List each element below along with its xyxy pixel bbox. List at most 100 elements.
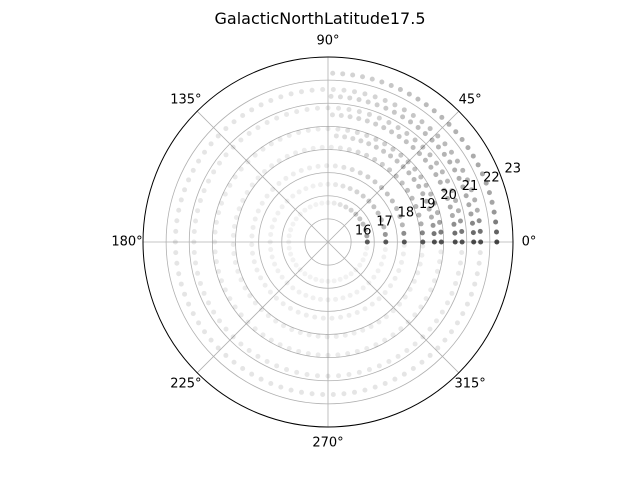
radius-tick-label: 20 bbox=[440, 188, 457, 203]
scatter-point bbox=[310, 295, 316, 301]
scatter-point bbox=[398, 326, 404, 332]
scatter-point bbox=[418, 221, 424, 227]
scatter-point bbox=[264, 119, 270, 125]
scatter-point bbox=[362, 306, 368, 312]
scatter-point bbox=[346, 312, 352, 318]
scatter-point bbox=[460, 167, 466, 173]
radius-tick-label: 23 bbox=[504, 161, 521, 176]
scatter-point bbox=[364, 233, 370, 239]
scatter-point bbox=[468, 187, 474, 193]
scatter-point bbox=[277, 136, 283, 142]
scatter-point bbox=[296, 348, 302, 354]
scatter-point bbox=[268, 231, 274, 237]
scatter-point bbox=[486, 190, 492, 196]
scatter-point bbox=[434, 160, 440, 166]
scatter-point bbox=[293, 216, 299, 222]
scatter-point bbox=[284, 198, 290, 204]
scatter-point bbox=[216, 318, 222, 324]
scatter-point bbox=[297, 211, 303, 217]
scatter-point bbox=[245, 159, 251, 165]
scatter-point bbox=[222, 287, 228, 293]
scatter-point bbox=[442, 337, 448, 343]
scatter-point bbox=[223, 126, 229, 132]
scatter-point bbox=[333, 133, 339, 139]
scatter-point bbox=[469, 220, 475, 226]
scatter-point bbox=[372, 179, 378, 185]
scatter-point bbox=[277, 342, 283, 348]
scatter-point bbox=[453, 280, 459, 286]
scatter-point bbox=[258, 275, 264, 281]
scatter-point bbox=[419, 230, 425, 236]
scatter-point bbox=[232, 174, 238, 180]
scatter-point bbox=[186, 301, 192, 307]
scatter-point bbox=[320, 392, 326, 398]
scatter-point bbox=[378, 217, 384, 223]
scatter-point bbox=[404, 348, 410, 354]
scatter-point bbox=[250, 250, 256, 256]
scatter-point bbox=[455, 208, 461, 214]
scatter-point bbox=[249, 182, 255, 188]
scatter-point bbox=[362, 387, 368, 393]
scatter-point bbox=[337, 145, 343, 151]
scatter-point bbox=[427, 152, 433, 158]
scatter-point bbox=[382, 231, 388, 237]
scatter-point bbox=[374, 102, 380, 108]
grid-spoke-135 bbox=[196, 110, 329, 243]
scatter-point bbox=[348, 207, 354, 213]
scatter-point bbox=[274, 115, 280, 121]
scatter-point bbox=[428, 214, 434, 220]
scatter-point bbox=[375, 268, 381, 274]
scatter-point bbox=[412, 341, 418, 347]
scatter-point bbox=[317, 182, 323, 188]
scatter-point bbox=[301, 147, 307, 153]
scatter-point bbox=[355, 149, 361, 155]
scatter-point bbox=[410, 366, 416, 372]
scatter-point bbox=[410, 144, 416, 150]
scatter-point bbox=[354, 289, 360, 295]
scatter-point bbox=[474, 207, 480, 213]
scatter-point bbox=[415, 270, 421, 276]
scatter-point bbox=[280, 301, 286, 307]
grid-spoke-225 bbox=[196, 241, 329, 374]
scatter-point bbox=[294, 109, 300, 115]
scatter-point bbox=[240, 366, 246, 372]
polar-frame bbox=[142, 56, 514, 428]
scatter-point bbox=[249, 107, 255, 113]
scatter-point bbox=[302, 271, 308, 277]
scatter-point bbox=[290, 171, 296, 177]
scatter-point bbox=[454, 320, 460, 326]
scatter-point bbox=[398, 152, 404, 158]
scatter-point bbox=[362, 251, 368, 257]
scatter-point bbox=[360, 285, 366, 291]
scatter-point bbox=[191, 228, 197, 234]
scatter-point bbox=[215, 133, 221, 139]
scatter-point bbox=[423, 296, 429, 302]
scatter-point bbox=[460, 311, 466, 317]
scatter-point bbox=[260, 146, 266, 152]
scatter-point bbox=[394, 206, 400, 212]
scatter-point bbox=[302, 207, 308, 213]
scatter-point bbox=[262, 169, 268, 175]
scatter-point bbox=[305, 351, 311, 357]
scatter-point bbox=[208, 337, 214, 343]
scatter-point bbox=[333, 333, 339, 339]
scatter-point bbox=[438, 229, 444, 235]
scatter-point bbox=[459, 250, 465, 256]
scatter-point bbox=[427, 326, 433, 332]
scatter-point bbox=[453, 198, 459, 204]
scatter-point bbox=[278, 384, 284, 390]
scatter-point bbox=[386, 359, 392, 365]
scatter-point bbox=[352, 89, 358, 95]
scatter-point bbox=[307, 274, 313, 280]
scatter-point bbox=[472, 197, 478, 203]
chart-title: GalacticNorthLatitude17.5 bbox=[215, 9, 426, 28]
scatter-point bbox=[240, 112, 246, 118]
scatter-point bbox=[193, 260, 199, 266]
scatter-point bbox=[208, 141, 214, 147]
scatter-point bbox=[293, 150, 299, 156]
scatter-point bbox=[190, 167, 196, 173]
radius-tick-labels: 16 17 18 19 20 21 22 23 bbox=[355, 161, 521, 238]
scatter-point bbox=[364, 133, 370, 139]
scatter-point bbox=[354, 348, 360, 354]
scatter-points bbox=[172, 70, 500, 398]
